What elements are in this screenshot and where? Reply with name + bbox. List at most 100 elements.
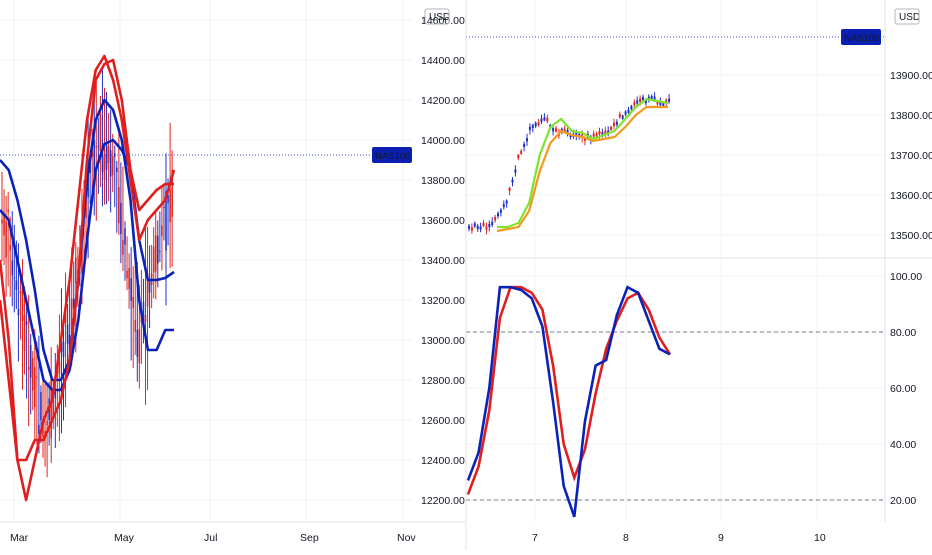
left-y-tick-label: 12800.00 (421, 375, 465, 387)
left-x-tick-label: Nov (397, 532, 416, 544)
right-oscillator-plot[interactable] (466, 285, 672, 518)
oscillator-y-tick-label: 80.00 (890, 327, 916, 339)
right-candle-body (630, 105, 633, 110)
left-candle-body (29, 345, 32, 378)
left-candle-body (46, 421, 48, 426)
left-candle-body (97, 146, 100, 148)
left-candle-body (161, 225, 163, 237)
left-y-tick-label: 12400.00 (421, 455, 465, 467)
right-candle-body (514, 169, 517, 173)
right-candle-body (508, 187, 511, 192)
right-candle-body (668, 98, 671, 102)
right-candle-body (528, 126, 531, 131)
right-candle-body (642, 96, 644, 101)
right-candle-body (607, 130, 610, 134)
left-candle-body (13, 277, 16, 279)
left-candle-body (50, 379, 52, 439)
left-candle-body (40, 392, 42, 421)
right-candle-body (653, 96, 656, 100)
right-candle-body (636, 100, 639, 104)
left-candle-body (23, 314, 26, 352)
left-y-tick-label: 13800.00 (421, 175, 465, 187)
left-candle-body (85, 196, 87, 219)
right-candle-body (566, 130, 569, 134)
left-candle-body (111, 156, 114, 176)
left-symbol-badge-label: NAS100 (375, 151, 410, 162)
right-symbol-badge (841, 29, 881, 45)
right-candle-body (615, 121, 618, 125)
oscillator-y-tick-label: 20.00 (890, 495, 916, 507)
right-candle-body (531, 124, 534, 129)
right-candle-body (639, 98, 642, 102)
left-candle-body (27, 367, 30, 370)
left-candle-body (152, 246, 155, 273)
right-candle-body (485, 226, 488, 230)
left-candle-body (21, 286, 24, 321)
left-candle-body (17, 309, 20, 315)
right-candle-body (618, 114, 621, 118)
left-y-tick-label: 12200.00 (421, 495, 465, 507)
oscillator-y-tick-label: 100.00 (890, 271, 922, 283)
right-candle-body (543, 117, 546, 121)
right-candle-body (546, 118, 549, 122)
left-candle-body (1, 219, 3, 224)
left-y-tick-label: 12600.00 (421, 415, 465, 427)
left-candle-body (58, 361, 61, 374)
left-candle-body (9, 245, 11, 251)
right-candle-body (476, 225, 479, 229)
left-x-tick-label: Mar (10, 532, 29, 544)
right-candle-body (656, 101, 659, 105)
right-candle-body (540, 118, 543, 122)
left-candle-body (146, 272, 149, 307)
right-candle-body (488, 223, 491, 228)
left-series-line-0 (0, 138, 175, 392)
right-slow-ma-line (496, 105, 668, 233)
right-price-y-tick-label: 13900.00 (890, 70, 932, 82)
right-candle-body (479, 226, 482, 230)
left-candle-body (130, 278, 132, 302)
left-candle-body (144, 314, 147, 323)
left-chart-plot[interactable]: NAS100 (0, 54, 412, 502)
left-candle-body (163, 206, 165, 208)
left-candle-body (75, 257, 77, 284)
right-candle-body (497, 213, 499, 217)
left-candle-body (154, 235, 157, 272)
left-y-tick-label: 14000.00 (421, 135, 465, 147)
left-candle-body (157, 235, 159, 264)
oscillator-y-tick-label: 40.00 (890, 439, 916, 451)
left-candle-body (38, 424, 40, 434)
left-candle-body (62, 341, 65, 358)
right-candle-body (621, 115, 624, 119)
left-candle-body (136, 329, 139, 357)
left-candle-body (11, 260, 14, 276)
left-candle-body (124, 228, 126, 245)
left-symbol-badge (372, 147, 412, 163)
right-price-y-tick-label: 13800.00 (890, 110, 932, 122)
right-x-tick-label: 8 (623, 532, 629, 544)
left-candle-body (126, 270, 128, 279)
right-candle-body (633, 102, 636, 106)
right-price-grid (466, 0, 885, 522)
left-candle-body (36, 376, 38, 378)
right-price-plot[interactable]: NAS100 (466, 29, 885, 235)
right-candle-body (534, 122, 537, 127)
right-candle-body (613, 122, 615, 127)
right-candle-body (604, 130, 607, 134)
left-candle-body (93, 140, 96, 185)
left-candle-body (7, 209, 9, 212)
right-candle-body (468, 225, 470, 229)
right-candle-body (659, 101, 662, 106)
right-candle-body (563, 128, 566, 132)
right-candle-body (470, 227, 473, 231)
right-candle-body (520, 150, 523, 154)
oscillator-d-line (466, 285, 672, 495)
right-candle-body (624, 111, 627, 115)
right-candle-body (592, 133, 595, 137)
right-candle-body (575, 132, 578, 136)
right-candle-body (482, 222, 485, 227)
left-candle-body (54, 391, 57, 399)
left-candle-body (19, 291, 22, 294)
left-candle-body (3, 215, 5, 236)
left-candle-body (171, 169, 173, 217)
